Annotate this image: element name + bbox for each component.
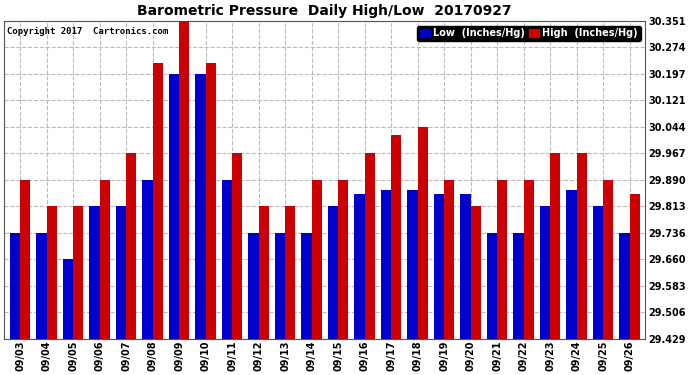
Bar: [232, 153, 242, 339]
Title: Barometric Pressure  Daily High/Low  20170927: Barometric Pressure Daily High/Low 20170…: [137, 4, 512, 18]
Bar: [206, 63, 215, 339]
Bar: [195, 74, 206, 339]
Bar: [471, 206, 481, 339]
Bar: [126, 153, 136, 339]
Bar: [302, 233, 312, 339]
Bar: [444, 180, 454, 339]
Bar: [540, 206, 550, 339]
Bar: [312, 180, 322, 339]
Bar: [550, 153, 560, 339]
Bar: [381, 190, 391, 339]
Bar: [99, 180, 110, 339]
Bar: [355, 194, 364, 339]
Bar: [46, 206, 57, 339]
Bar: [37, 233, 46, 339]
Bar: [169, 74, 179, 339]
Bar: [391, 135, 401, 339]
Bar: [10, 233, 20, 339]
Bar: [222, 180, 232, 339]
Bar: [434, 194, 444, 339]
Bar: [603, 180, 613, 339]
Bar: [524, 180, 533, 339]
Bar: [152, 63, 163, 339]
Bar: [593, 206, 603, 339]
Bar: [629, 194, 640, 339]
Bar: [513, 233, 524, 339]
Bar: [338, 180, 348, 339]
Bar: [620, 233, 629, 339]
Bar: [417, 127, 428, 339]
Bar: [566, 190, 577, 339]
Bar: [20, 180, 30, 339]
Bar: [116, 206, 126, 339]
Bar: [259, 206, 268, 339]
Bar: [90, 206, 99, 339]
Bar: [285, 206, 295, 339]
Bar: [487, 233, 497, 339]
Bar: [497, 180, 507, 339]
Bar: [63, 259, 73, 339]
Bar: [248, 233, 259, 339]
Bar: [408, 190, 417, 339]
Bar: [143, 180, 152, 339]
Bar: [364, 153, 375, 339]
Bar: [328, 206, 338, 339]
Bar: [73, 206, 83, 339]
Text: Copyright 2017  Cartronics.com: Copyright 2017 Cartronics.com: [8, 27, 168, 36]
Bar: [577, 153, 586, 339]
Bar: [275, 233, 285, 339]
Bar: [179, 21, 189, 339]
Legend: Low  (Inches/Hg), High  (Inches/Hg): Low (Inches/Hg), High (Inches/Hg): [417, 26, 640, 41]
Bar: [460, 194, 471, 339]
